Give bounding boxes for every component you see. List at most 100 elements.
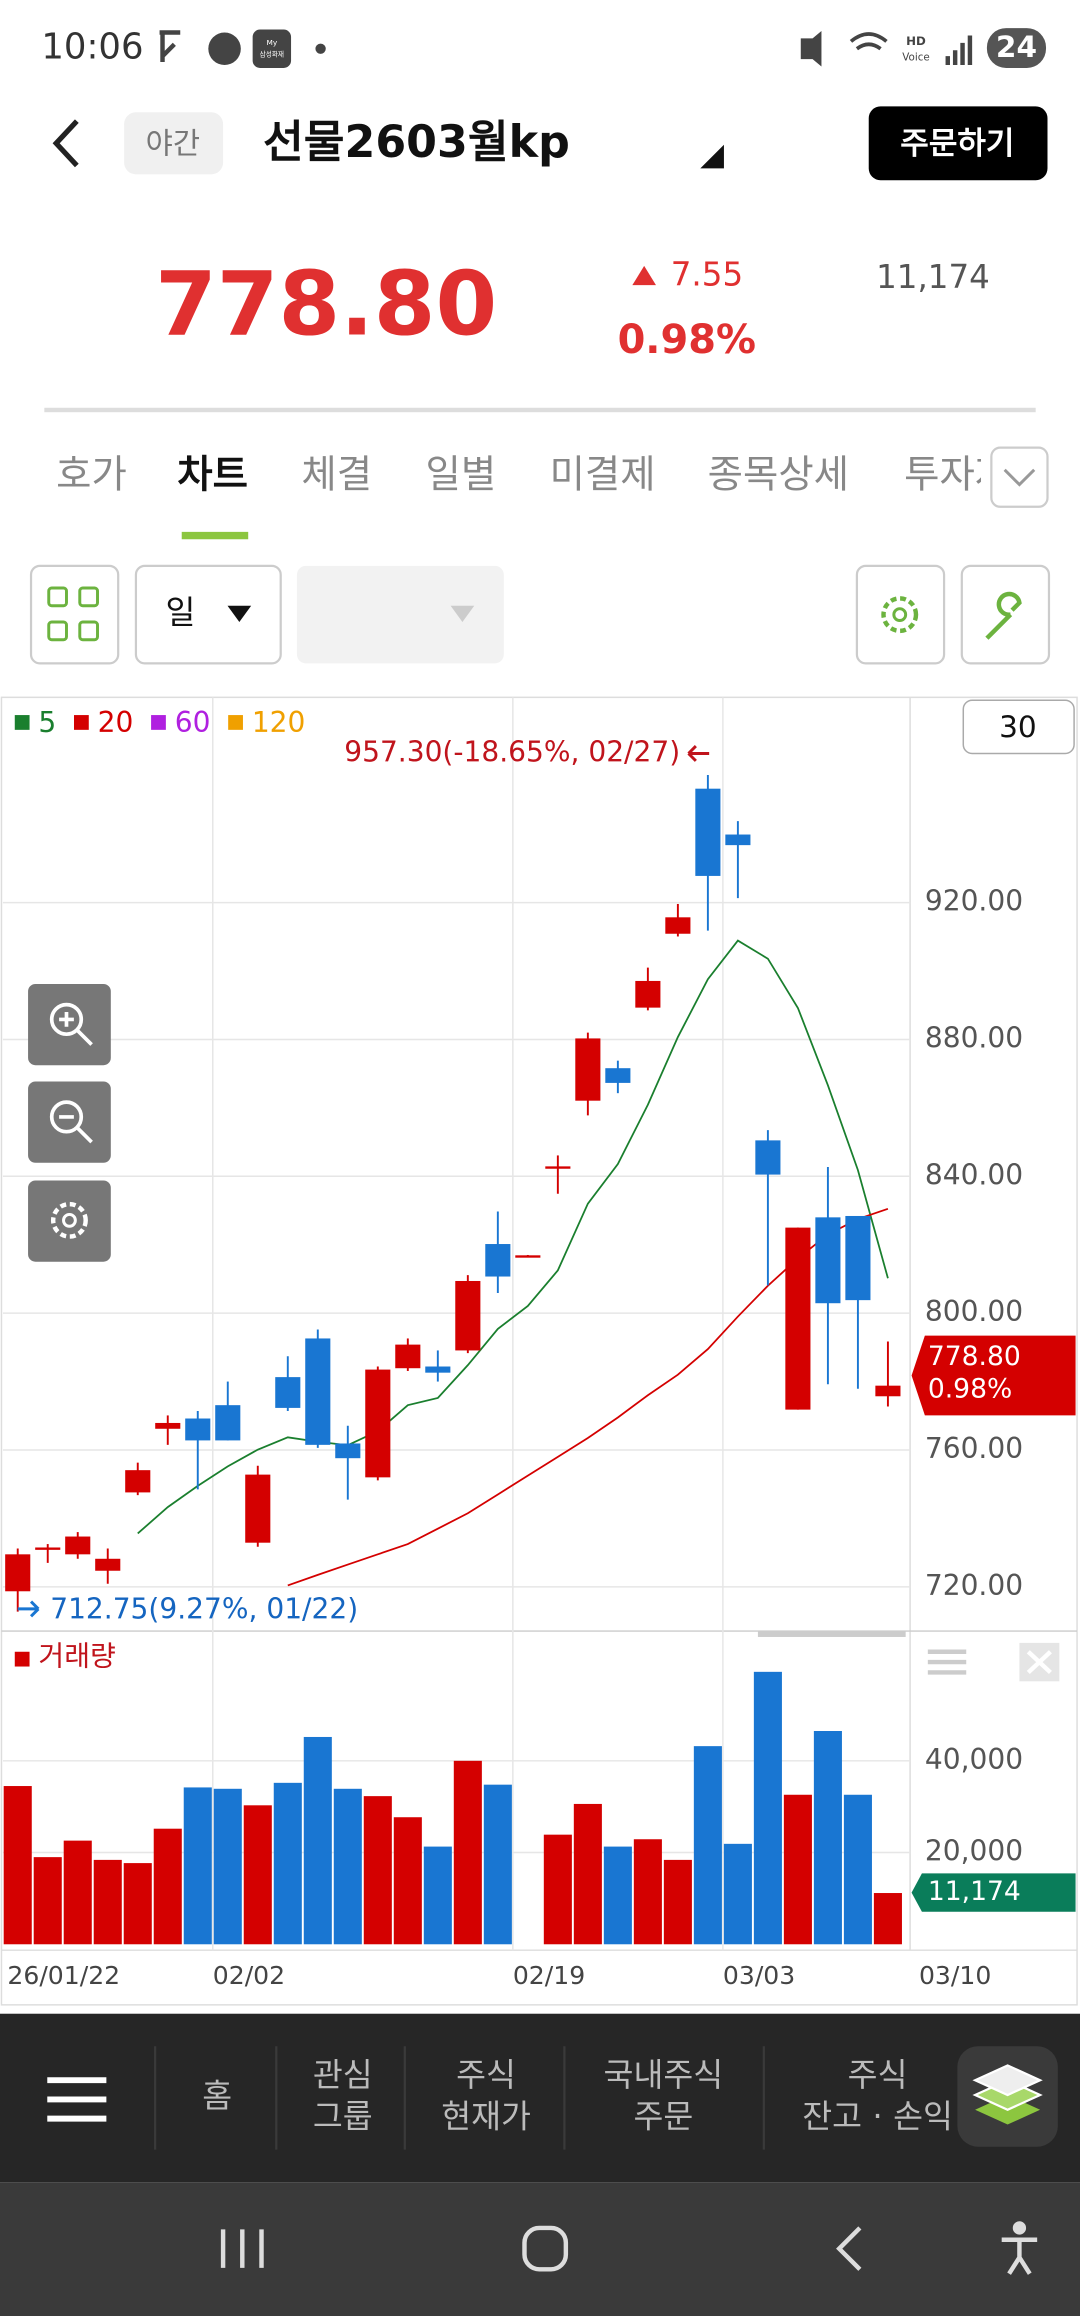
nav-label[interactable]: 주식	[456, 2056, 516, 2094]
tab[interactable]: 미결제	[550, 453, 656, 498]
legend-label: 120	[252, 706, 306, 739]
volume-bar	[723, 1843, 752, 1945]
back-nav-button[interactable]	[836, 2226, 862, 2271]
nav-label[interactable]: 그룹	[313, 2098, 373, 2136]
legend-label: 20	[98, 706, 134, 739]
home-button[interactable]	[522, 2225, 569, 2272]
order-button-text[interactable]: 주문하기	[900, 126, 1014, 162]
volume-bar	[843, 1794, 872, 1945]
legend-label: 60	[175, 706, 211, 739]
tab[interactable]: 체결	[301, 453, 372, 498]
volume-bar	[873, 1893, 902, 1945]
chart-settings[interactable]	[28, 1180, 111, 1262]
x-tick-label: 02/02	[213, 1961, 285, 1990]
chart-settings-icon	[50, 1201, 88, 1239]
layout-button[interactable]	[29, 564, 120, 665]
nav-label[interactable]: 잔고 · 손익	[802, 2098, 953, 2136]
nav-label[interactable]: 현재가	[441, 2098, 531, 2136]
volume-bar	[783, 1794, 812, 1945]
order-button[interactable]	[868, 106, 1048, 181]
price-change: 7.55	[671, 255, 743, 293]
title-dropdown[interactable]	[700, 144, 724, 169]
settings-button[interactable]	[855, 564, 946, 665]
volume-bar	[423, 1846, 452, 1945]
candle-body	[755, 1140, 781, 1175]
count-box[interactable]	[962, 699, 1075, 755]
volume-bar	[63, 1840, 92, 1945]
app-icon	[252, 29, 292, 68]
nav-label[interactable]: 주식	[848, 2056, 908, 2094]
tab[interactable]: 일별	[425, 453, 496, 498]
network-text: Voice	[902, 52, 929, 64]
nav-label[interactable]: 주문	[633, 2098, 693, 2136]
period-select[interactable]	[134, 564, 282, 665]
volume-bar	[813, 1731, 842, 1945]
volume-bar	[303, 1736, 332, 1945]
session-badge	[124, 112, 224, 175]
zoom-in[interactable]	[28, 983, 111, 1066]
volume-bar	[363, 1796, 392, 1945]
panel-menu[interactable]	[927, 1649, 967, 1675]
volume-bar	[153, 1828, 182, 1945]
nav-label[interactable]: 국내주식	[604, 2056, 724, 2094]
layers-icon	[972, 2064, 1043, 2097]
nav-label[interactable]: 홈	[202, 2077, 232, 2115]
y-tick-label: 760.00	[925, 1432, 1023, 1465]
volume-bar	[123, 1863, 152, 1945]
candle-body	[335, 1443, 361, 1459]
nav-separator	[154, 2046, 765, 2150]
volume-bar	[393, 1817, 422, 1945]
zoom-out-icon	[49, 1100, 84, 1134]
recents-button[interactable]	[220, 2229, 264, 2268]
app-icon-text: 삼성화재	[260, 50, 284, 59]
volume-bar	[93, 1859, 122, 1945]
candle-body	[725, 834, 751, 846]
app-icon-text: My	[266, 38, 277, 47]
menu-button[interactable]	[47, 2077, 107, 2122]
bottom-nav	[0, 2013, 1080, 2183]
tab[interactable]: 종목상세	[708, 453, 849, 498]
up-arrow	[632, 265, 656, 286]
candle-body	[395, 1344, 421, 1369]
period-text[interactable]: 일	[165, 594, 195, 632]
volume-bar	[3, 1786, 32, 1945]
volume-bar	[633, 1839, 662, 1945]
count-text[interactable]: 30	[999, 710, 1037, 744]
high-arrow	[687, 745, 710, 762]
candle-body	[365, 1369, 391, 1478]
candle-body	[215, 1405, 241, 1441]
tab[interactable]: 호가	[56, 453, 127, 498]
price-tag-text: 0.98%	[928, 1374, 1012, 1405]
tab-bar: 호가 차트 체결 일별 미결제 종목상세 투자자	[56, 453, 1010, 498]
volume-bar	[453, 1760, 482, 1945]
nav-label[interactable]: 관심	[313, 2056, 373, 2094]
high-label: 957.30(-18.65%, 02/27)	[344, 735, 680, 768]
instrument-title[interactable]: 선물2603월kp	[263, 117, 570, 168]
panel-handle[interactable]	[757, 1631, 906, 1637]
zoom-out-icon	[59, 1115, 93, 1144]
back-button[interactable]	[52, 119, 79, 168]
legend-swatch	[74, 715, 89, 730]
current-price: 778.80	[155, 253, 497, 356]
candle-body	[455, 1280, 481, 1351]
zoom-out[interactable]	[28, 1081, 111, 1163]
chart-frame	[0, 696, 1078, 2006]
tab[interactable]: 차트	[177, 453, 248, 498]
battery-level: 24	[996, 30, 1037, 64]
price-tag	[911, 1335, 1076, 1416]
sub-dropdown	[450, 605, 475, 622]
zoom-controls	[28, 983, 111, 1262]
zoom-in-icon	[59, 1012, 93, 1046]
accessibility-button[interactable]	[1001, 2221, 1038, 2275]
volume-bar	[273, 1782, 302, 1945]
x-tick-label: 03/10	[919, 1961, 991, 1990]
candle-body	[275, 1377, 301, 1408]
tab-expand[interactable]	[990, 446, 1049, 508]
y-tick-label: 880.00	[925, 1021, 1023, 1054]
low-arrow	[17, 1600, 40, 1618]
candle-body	[515, 1255, 541, 1258]
tab-expand-icon	[1003, 468, 1036, 487]
